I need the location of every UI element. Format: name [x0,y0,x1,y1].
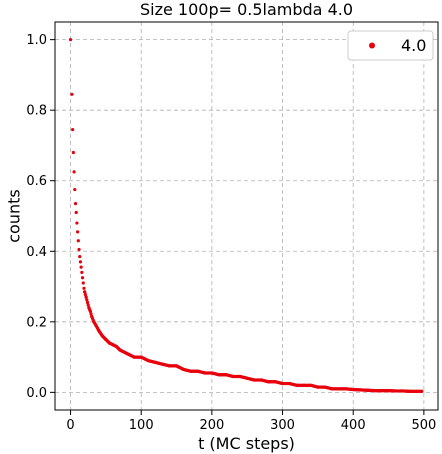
axes-ticks: 0 100 200 300 400 500 0.0 0.2 0.4 0.6 0.8 1.0 [26,33,436,433]
plot-area [54,21,439,411]
data-point [88,309,92,313]
data-point [89,312,93,316]
data-point [77,247,81,252]
data-point [71,150,75,155]
data-point [83,290,87,294]
legend-marker [369,42,375,49]
data-point [76,230,80,234]
data-point [85,298,89,302]
y-tick-label: 1.0 [26,33,47,48]
y-tick-label: 0.8 [26,104,47,119]
data-point [75,221,79,225]
data-point [68,38,73,42]
x-tick-label: 300 [270,418,295,433]
data-point [74,210,78,215]
grid [55,22,438,410]
x-axis-label: t (MC steps) [198,434,295,453]
legend-box [347,30,434,61]
chart-title: Size 100p= 0.5lambda 4.0 [140,0,353,19]
data-point [79,265,83,269]
data-point [86,303,90,307]
data-point [82,286,86,290]
data-point [81,281,85,285]
data-point [84,295,88,299]
data-point [83,292,87,297]
y-axis-label: counts [5,189,24,242]
data-point [78,254,82,259]
data-point [85,300,90,305]
legend-entry-label: 4.0 [401,36,426,55]
y-tick-label: 0.6 [26,174,47,189]
x-tick-label: 100 [129,418,154,433]
data-point [76,239,80,243]
x-tick-label: 500 [411,418,436,433]
data-point [420,389,424,393]
y-tick-label: 0.4 [26,245,47,260]
data-point [80,270,84,275]
data-point [73,202,78,206]
x-tick-label: 200 [199,418,224,433]
y-tick-label: 0.2 [26,315,47,330]
data-point [71,127,75,132]
data-point [73,187,77,192]
data-point [80,276,85,280]
data-point [70,92,74,96]
data-series-4.0 [68,38,424,393]
x-tick-label: 0 [66,418,74,433]
legend: 4.0 [347,30,434,61]
data-point [72,170,76,174]
data-point [78,260,83,264]
x-tick-label: 400 [341,418,366,433]
y-tick-label: 0.0 [26,386,47,401]
